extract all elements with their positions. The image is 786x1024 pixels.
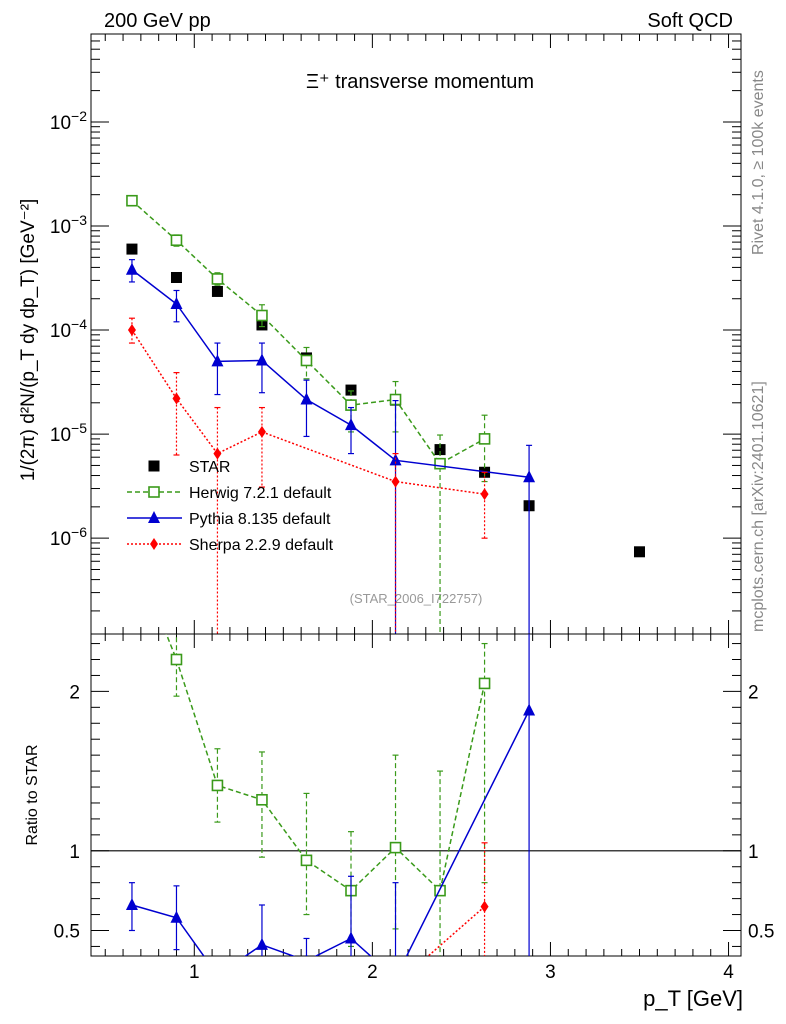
legend-item: STAR (148, 459, 230, 476)
data-point (345, 418, 357, 431)
legend-item: Herwig 7.2.1 default (127, 485, 332, 502)
series-sherpa (427, 842, 489, 956)
data-point (523, 703, 536, 716)
data-point (172, 392, 181, 405)
series-line (131, 269, 530, 479)
y-tick-label-right: 0.5 (748, 921, 774, 942)
legend-label: Pythia 8.135 default (189, 511, 331, 528)
series-sherpa (127, 317, 489, 634)
data-point (305, 953, 308, 956)
legend-item: Sherpa 2.2.9 default (127, 537, 334, 554)
data-point (257, 425, 266, 438)
data-point (478, 677, 491, 690)
data-point (300, 854, 313, 867)
data-point (255, 353, 268, 366)
data-point (389, 841, 402, 854)
y-tick-label: 0.5 (54, 921, 80, 942)
data-point (170, 297, 183, 310)
data-point (170, 234, 183, 247)
legend-item: Pythia 8.135 default (127, 511, 331, 528)
data-point (213, 447, 222, 460)
generator-info-label: Rivet 4.1.0, ≥ 100k events (750, 70, 767, 255)
legend-marker (150, 538, 158, 550)
y-tick-label: 1 (69, 842, 80, 863)
legend: STAR Herwig 7.2.1 default Pythia 8.135 def… (127, 459, 334, 554)
data-point (256, 793, 268, 806)
energy-label: 200 GeV pp (104, 10, 211, 32)
data-point (211, 354, 224, 367)
data-point (125, 897, 138, 910)
data-point (434, 444, 446, 456)
x-tick-label: 1 (189, 962, 200, 983)
main-y-axis-label: 1/(2π) d²N/(p_T dy dp_T) [GeV⁻²] (18, 199, 39, 482)
data-point (300, 392, 313, 405)
data-point (434, 457, 446, 470)
data-point (170, 910, 183, 923)
y-tick-label-right: 1 (748, 842, 759, 863)
data-point (211, 779, 224, 792)
main-axis-ticks: 10−6 10−5 10−4 10−3 10−2 (50, 33, 741, 634)
series-pythia (125, 634, 536, 956)
x-tick-label: 2 (367, 962, 378, 983)
y-tick-label: 10−4 (50, 316, 87, 342)
data-point (211, 273, 224, 285)
data-point (391, 475, 400, 488)
series-line (165, 634, 486, 893)
y-tick-label: 10−6 (50, 524, 87, 550)
y-tick-label: 10−3 (50, 212, 87, 238)
data-point (127, 324, 136, 337)
data-point (523, 470, 536, 483)
data-point (126, 194, 138, 207)
source-label: mcplots.cern.ch [arXiv:2401.10621] (750, 381, 767, 632)
main-panel: 10−6 10−5 10−4 10−3 10−2 Ξ⁺ transverse momen… (18, 33, 742, 635)
ratio-y-axis-label: Ratio to STAR (24, 744, 41, 845)
process-label: Soft QCD (647, 10, 733, 32)
data-point (255, 937, 268, 950)
x-tick-label: 4 (723, 962, 734, 983)
legend-marker (148, 486, 160, 498)
ratio-data-series (125, 634, 536, 956)
legend-label: STAR (189, 459, 230, 476)
data-point (125, 262, 138, 275)
main-data-series (125, 194, 645, 634)
data-point (480, 900, 489, 913)
data-point (633, 546, 645, 558)
x-axis-label: p_T [GeV] (643, 986, 743, 1011)
legend-label: Sherpa 2.2.9 default (189, 537, 334, 554)
series-pythia (125, 259, 536, 634)
y-tick-label-right: 2 (748, 682, 759, 703)
data-point (170, 271, 182, 283)
legend-marker (148, 511, 160, 523)
y-tick-label: 10−2 (50, 108, 87, 134)
data-point (478, 433, 491, 445)
series-line (131, 329, 485, 495)
data-point (480, 488, 489, 501)
y-tick-label: 2 (69, 682, 80, 703)
data-point (211, 285, 223, 297)
legend-label: Herwig 7.2.1 default (189, 485, 332, 502)
data-point (300, 354, 313, 367)
data-point (126, 243, 138, 255)
ratio-panel: 0.5 0.5 1 1 2 2 1 2 3 4 Ratio to STAR p_T [GeV] (24, 633, 774, 1011)
data-point (256, 309, 268, 322)
y-tick-label: 10−5 (50, 420, 87, 446)
data-point (170, 653, 183, 666)
data-point (345, 931, 357, 944)
analysis-watermark: (STAR_2006_I722757) (350, 591, 483, 606)
main-plot-title: Ξ⁺ transverse momentum (306, 71, 534, 93)
data-point (345, 384, 357, 396)
ratio-axis-ticks: 0.5 0.5 1 1 2 2 1 2 3 4 (54, 634, 774, 983)
legend-marker (148, 460, 160, 472)
x-tick-label: 3 (545, 962, 556, 983)
ratio-plot-frame (90, 633, 742, 957)
series-line (131, 710, 530, 956)
